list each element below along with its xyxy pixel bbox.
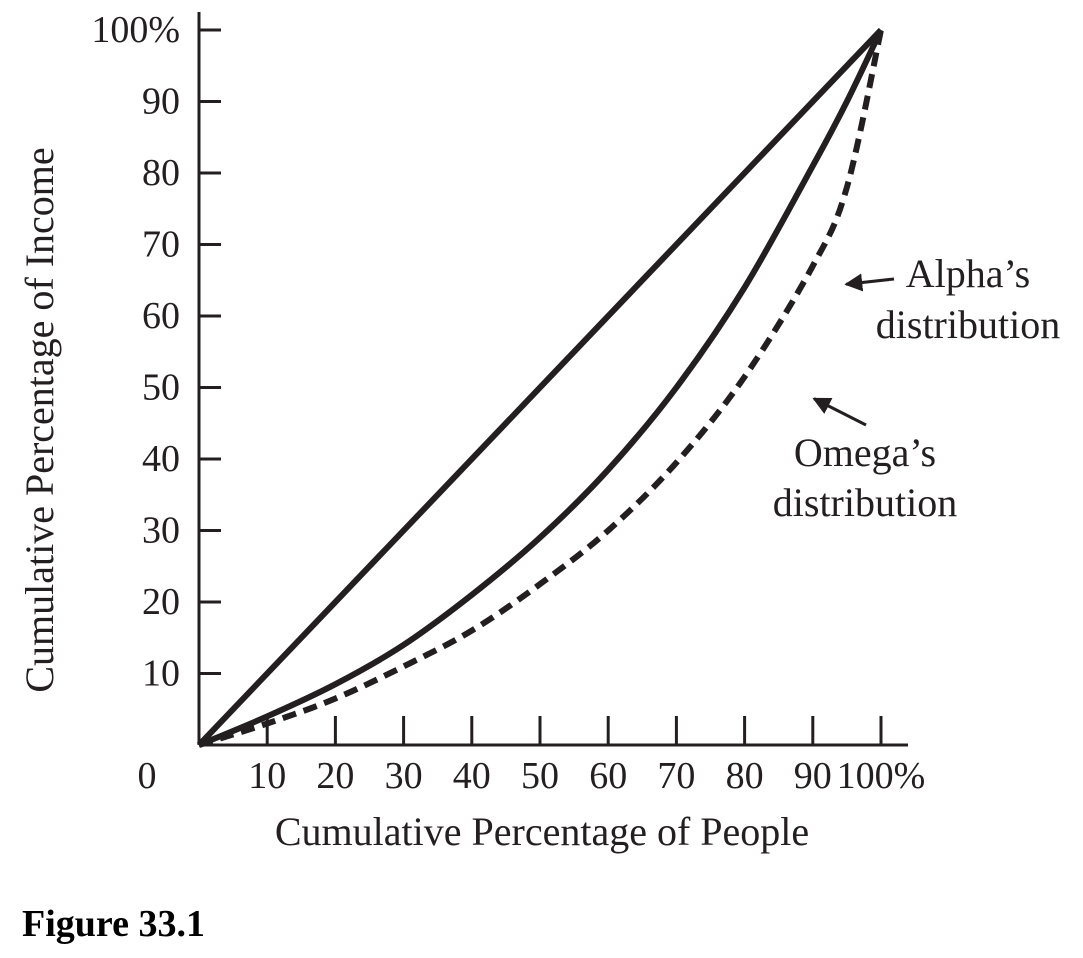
- x-tick-label: 10: [248, 755, 286, 797]
- alpha-label-line-1: Alpha’s: [906, 251, 1030, 296]
- omega-distribution-curve: [198, 29, 884, 748]
- y-tick-label: 10: [142, 653, 180, 695]
- y-tick-label: 100%: [91, 9, 180, 51]
- alpha-distribution-curve: [197, 28, 884, 748]
- omega-label-line-1: Omega’s: [794, 430, 936, 475]
- annotation-omega: Omega’s distribution: [773, 397, 957, 525]
- omega-label-line-2: distribution: [773, 480, 957, 525]
- y-tick-label: 80: [142, 152, 180, 194]
- y-ticks: 10 20 30 40 50 60 70 80 90 100%: [91, 9, 221, 695]
- x-tick-label: 80: [726, 755, 764, 797]
- x-tick-label: 100%: [837, 755, 926, 797]
- x-tick-label: 90: [794, 755, 832, 797]
- x-tick-label: 40: [453, 755, 491, 797]
- y-axis-title: Cumulative Percentage of Income: [17, 147, 62, 692]
- equality-line: [196, 27, 884, 748]
- omega-arrow: [812, 397, 867, 427]
- x-tick-label: 20: [316, 755, 354, 797]
- alpha-label-line-2: distribution: [876, 302, 1060, 347]
- x-tick-label: 70: [657, 755, 695, 797]
- y-tick-label: 40: [142, 438, 180, 480]
- y-tick-label: 30: [142, 510, 180, 552]
- y-tick-label: 70: [142, 224, 180, 266]
- x-axis-title: Cumulative Percentage of People: [275, 809, 809, 854]
- origin-label: 0: [138, 755, 157, 797]
- y-tick-label: 20: [142, 581, 180, 623]
- series-layer: [196, 27, 884, 748]
- figure-caption: Figure 33.1: [22, 903, 205, 945]
- x-tick-label: 30: [385, 755, 423, 797]
- x-tick-label: 50: [521, 755, 559, 797]
- annotation-alpha: Alpha’s distribution: [844, 251, 1060, 347]
- y-tick-label: 60: [142, 295, 180, 337]
- alpha-arrow: [844, 273, 895, 292]
- y-tick-label: 90: [142, 81, 180, 123]
- y-tick-label: 50: [142, 367, 180, 409]
- x-ticks: 10 20 30 40 50 60 70 80 90 100%: [248, 716, 925, 797]
- x-tick-label: 60: [589, 755, 627, 797]
